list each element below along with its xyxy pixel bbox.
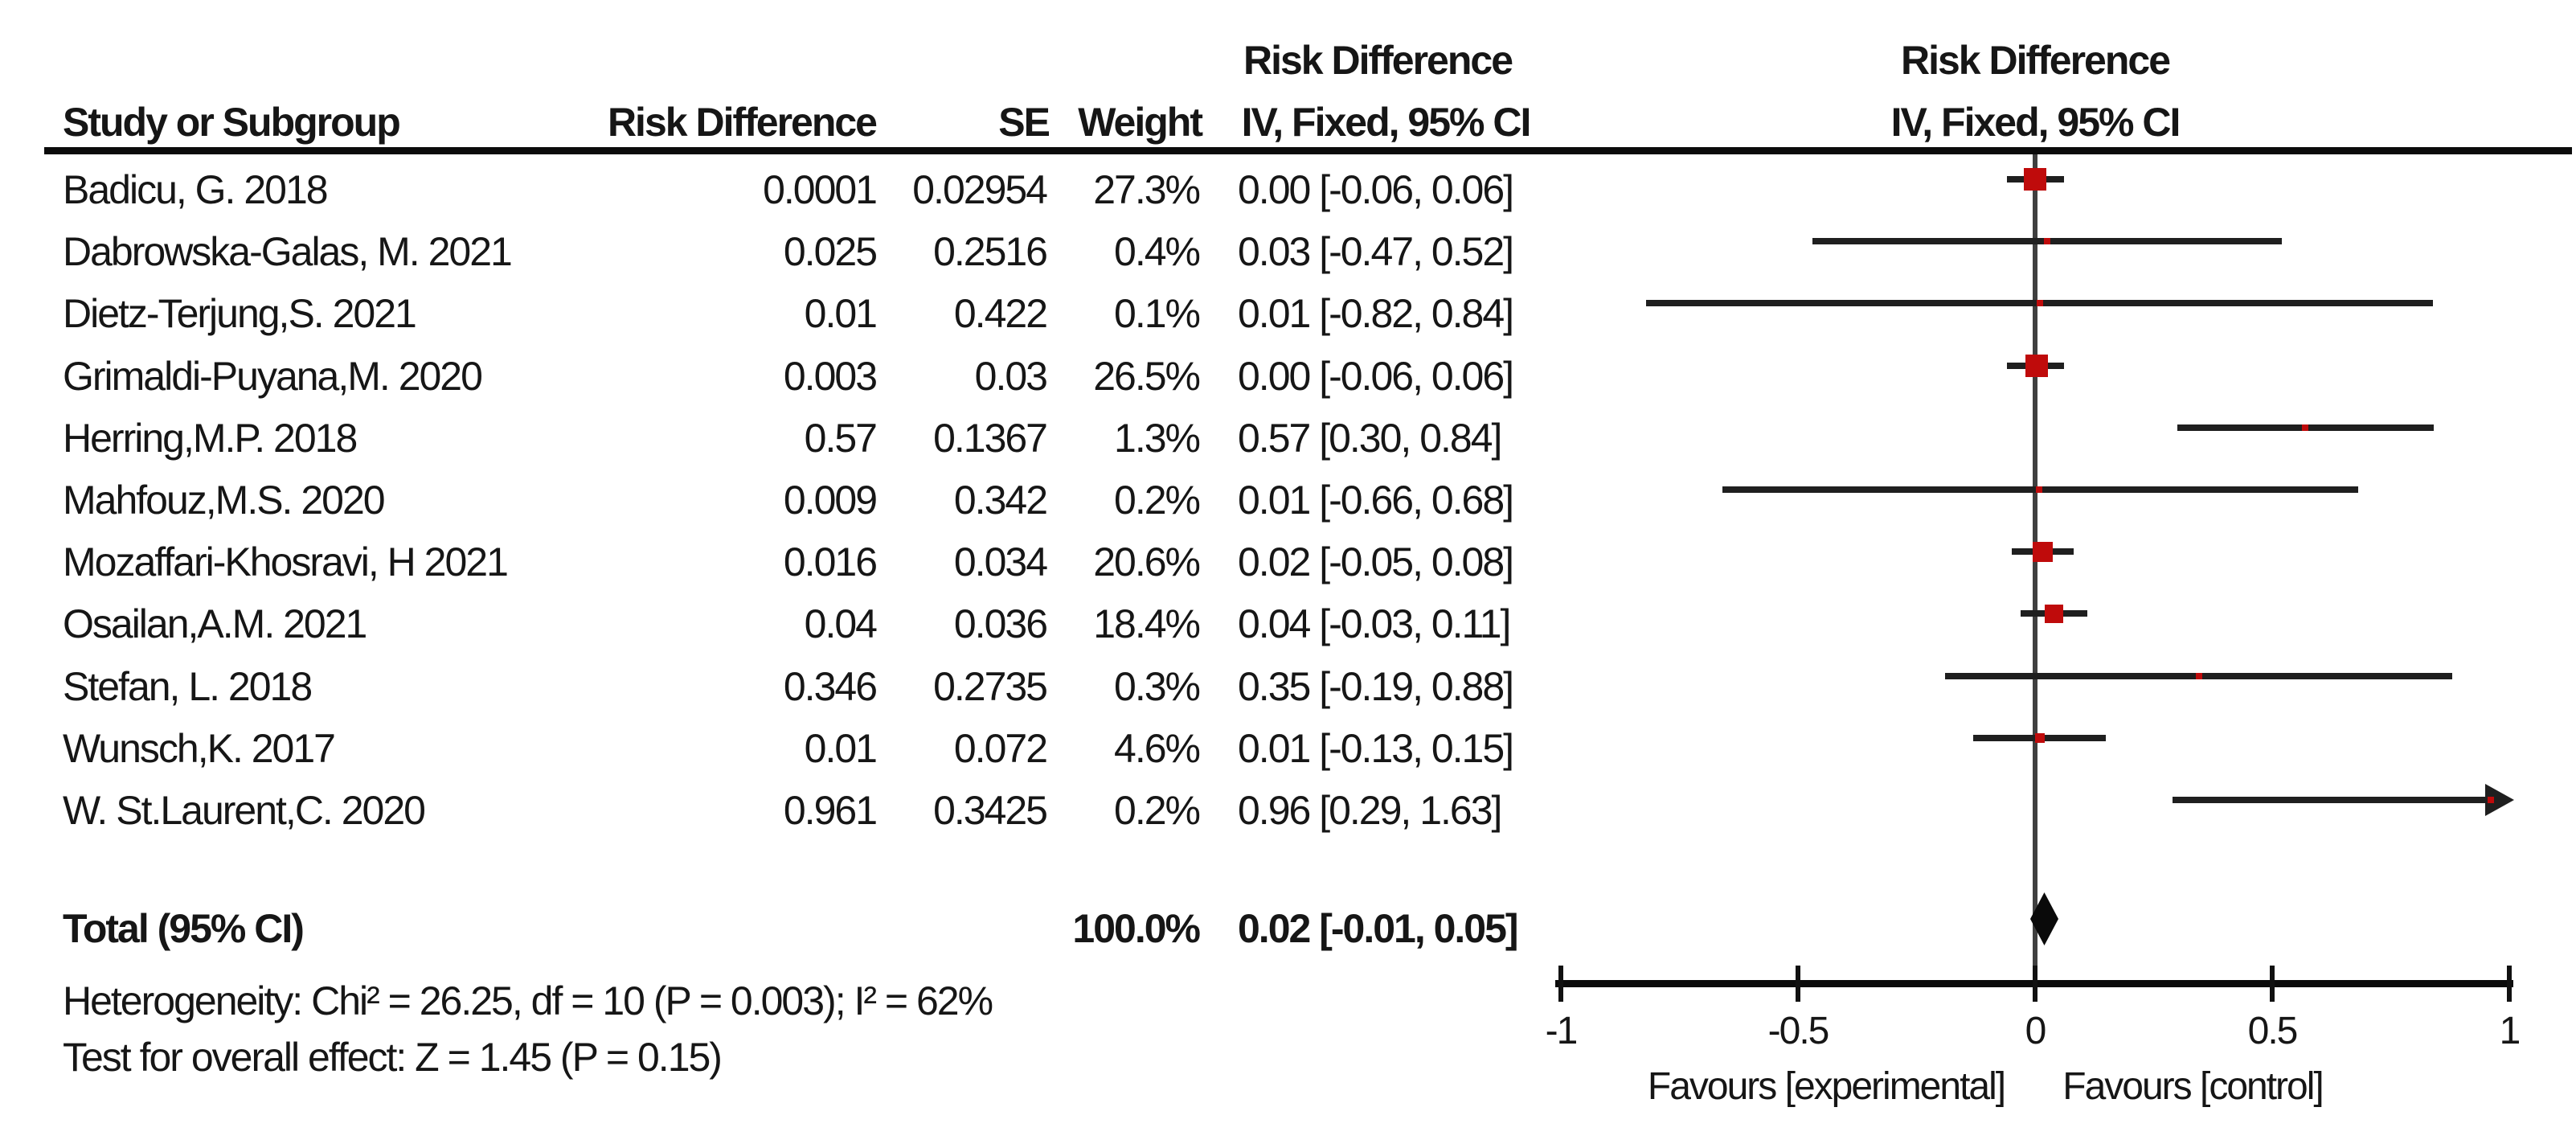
- weight-cell: 27.3%: [1093, 167, 1201, 212]
- ci-text-cell: 0.03 [-0.47, 0.52]: [1238, 229, 1514, 274]
- axis-tick: [2033, 966, 2037, 1002]
- rd-cell: 0.01: [804, 726, 878, 771]
- axis-tick: [2507, 966, 2512, 1002]
- se-cell: 0.03: [974, 354, 1048, 399]
- weight-cell: 0.3%: [1114, 664, 1201, 709]
- column-header-se: SE: [998, 100, 1050, 145]
- rd-cell: 0.57: [804, 416, 878, 461]
- se-cell: 0.1367: [933, 416, 1048, 461]
- study-name-cell: Dabrowska-Galas, M. 2021: [63, 229, 513, 274]
- ci-text-cell: 0.01 [-0.82, 0.84]: [1238, 291, 1514, 336]
- ci-text-cell: 0.00 [-0.06, 0.06]: [1238, 167, 1514, 212]
- ci-text-cell: 0.04 [-0.03, 0.11]: [1238, 601, 1511, 646]
- se-cell: 0.2516: [933, 229, 1048, 274]
- effect-square: [2196, 673, 2202, 679]
- effect-square: [2033, 542, 2053, 562]
- study-name-cell: Badicu, G. 2018: [63, 167, 329, 212]
- se-cell: 0.072: [953, 726, 1048, 771]
- rd-cell: 0.961: [783, 788, 878, 833]
- ci-text-cell: 0.35 [-0.19, 0.88]: [1238, 664, 1514, 709]
- table-effect-measure-header: Risk Difference: [1243, 38, 1513, 83]
- weight-cell: 18.4%: [1093, 601, 1201, 646]
- se-cell: 0.034: [953, 539, 1048, 584]
- se-cell: 0.3425: [933, 788, 1048, 833]
- plot-effect-measure-header: Risk Difference: [1900, 38, 2171, 83]
- weight-cell: 1.3%: [1114, 416, 1201, 461]
- effect-square: [2488, 797, 2494, 803]
- effect-square: [2025, 355, 2048, 377]
- weight-cell: 0.4%: [1114, 229, 1201, 274]
- study-name-cell: Wunsch,K. 2017: [63, 726, 336, 771]
- weight-cell: 0.1%: [1114, 291, 1201, 336]
- weight-cell: 0.2%: [1114, 478, 1201, 523]
- study-name-cell: Osailan,A.M. 2021: [63, 601, 367, 646]
- study-name-cell: Mozaffari-Khosravi, H 2021: [63, 539, 509, 584]
- study-name-cell: Mahfouz,M.S. 2020: [63, 478, 386, 523]
- total-row-weight: 100.0%: [1072, 906, 1201, 951]
- study-name-cell: Dietz-Terjung,S. 2021: [63, 291, 417, 336]
- favours-control-label: Favours [control]: [2062, 1065, 2324, 1108]
- header-rule: [44, 147, 2572, 154]
- column-header-ci-table: IV, Fixed, 95% CI: [1241, 100, 1532, 145]
- se-cell: 0.036: [953, 601, 1048, 646]
- study-name-cell: Herring,M.P. 2018: [63, 416, 358, 461]
- effect-square: [2302, 424, 2308, 431]
- effect-square: [2036, 486, 2042, 493]
- weight-cell: 26.5%: [1093, 354, 1201, 399]
- axis-tick: [1796, 966, 1800, 1002]
- axis-tick-label: 0.5: [2247, 1010, 2299, 1052]
- study-ci-line: [2173, 797, 2487, 803]
- axis-tick-label: -1: [1545, 1010, 1579, 1052]
- rd-cell: 0.346: [783, 664, 878, 709]
- weight-cell: 4.6%: [1114, 726, 1201, 771]
- column-header-weight: Weight: [1078, 100, 1203, 145]
- rd-cell: 0.04: [804, 601, 878, 646]
- ci-text-cell: 0.01 [-0.13, 0.15]: [1238, 726, 1514, 771]
- effect-square: [2037, 300, 2043, 306]
- axis-tick: [1558, 966, 1563, 1002]
- column-header-risk-difference: Risk Difference: [607, 100, 878, 145]
- favours-experimental-label: Favours [experimental]: [1647, 1065, 2006, 1108]
- weight-cell: 0.2%: [1114, 788, 1201, 833]
- effect-square: [2045, 605, 2063, 623]
- rd-cell: 0.003: [783, 354, 878, 399]
- heterogeneity-text: Heterogeneity: Chi² = 26.25, df = 10 (P …: [63, 978, 993, 1023]
- zero-line: [2033, 154, 2037, 983]
- total-row-label: Total (95% CI): [63, 906, 305, 951]
- effect-square: [2035, 733, 2045, 743]
- rd-cell: 0.01: [804, 291, 878, 336]
- weight-cell: 20.6%: [1093, 539, 1201, 584]
- axis-tick-label: 1: [2499, 1010, 2521, 1052]
- study-name-cell: W. St.Laurent,C. 2020: [63, 788, 426, 833]
- column-header-study: Study or Subgroup: [63, 100, 401, 145]
- se-cell: 0.342: [953, 478, 1048, 523]
- se-cell: 0.422: [953, 291, 1048, 336]
- axis-tick-label: -0.5: [1767, 1010, 1830, 1052]
- ci-text-cell: 0.01 [-0.66, 0.68]: [1238, 478, 1514, 523]
- ci-text-cell: 0.96 [0.29, 1.63]: [1238, 788, 1502, 833]
- axis-tick: [2270, 966, 2275, 1002]
- overall-effect-text: Test for overall effect: Z = 1.45 (P = 0…: [63, 1035, 723, 1080]
- effect-square: [2044, 238, 2050, 244]
- ci-text-cell: 0.00 [-0.06, 0.06]: [1238, 354, 1514, 399]
- rd-cell: 0.025: [783, 229, 878, 274]
- axis-tick-label: 0: [2025, 1010, 2047, 1052]
- effect-square: [2024, 168, 2046, 191]
- rd-cell: 0.009: [783, 478, 878, 523]
- study-name-cell: Stefan, L. 2018: [63, 664, 313, 709]
- column-header-ci-plot: IV, Fixed, 95% CI: [1890, 100, 2181, 145]
- rd-cell: 0.016: [783, 539, 878, 584]
- se-cell: 0.2735: [933, 664, 1048, 709]
- study-name-cell: Grimaldi-Puyana,M. 2020: [63, 354, 483, 399]
- ci-text-cell: 0.57 [0.30, 0.84]: [1238, 416, 1502, 461]
- rd-cell: 0.0001: [763, 167, 878, 212]
- total-row-ci: 0.02 [-0.01, 0.05]: [1238, 906, 1519, 951]
- ci-text-cell: 0.02 [-0.05, 0.08]: [1238, 539, 1514, 584]
- se-cell: 0.02954: [912, 167, 1048, 212]
